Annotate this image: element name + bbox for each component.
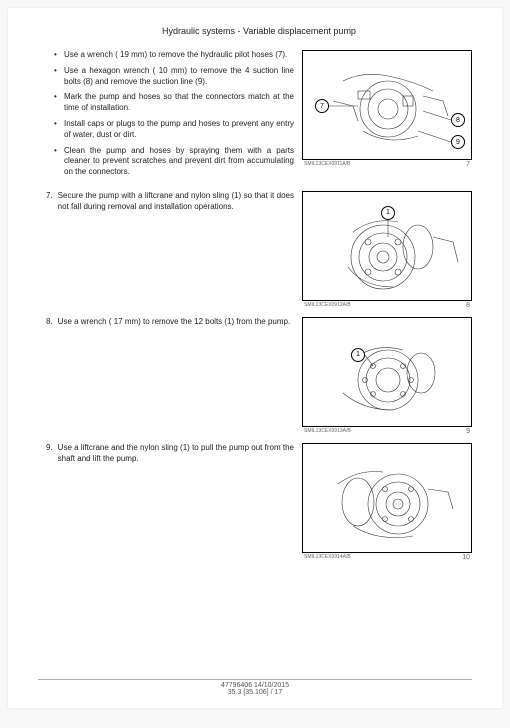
figure-7: 7 8 9	[302, 50, 472, 160]
callout-1: 1	[351, 348, 365, 362]
bullet-list: Use a wrench ( 19 mm) to remove the hydr…	[46, 50, 294, 178]
bullet-item: Install caps or plugs to the pump and ho…	[54, 119, 294, 141]
figure-id: SMIL13CEX0911A/B	[304, 161, 350, 168]
page-header: Hydraulic systems - Variable displacemen…	[46, 26, 472, 36]
figure-id: SMIL13CEX0914A/B	[304, 554, 351, 561]
callout-8: 8	[451, 113, 465, 127]
step-7: 7. Secure the pump with a liftcrane and …	[46, 191, 294, 213]
figure-10	[302, 443, 472, 553]
figure-8: 1	[302, 191, 472, 301]
bullet-item: Clean the pump and hoses by spraying the…	[54, 146, 294, 178]
bullet-item: Use a wrench ( 19 mm) to remove the hydr…	[54, 50, 294, 61]
bullet-item: Use a hexagon wrench ( 10 mm) to remove …	[54, 66, 294, 88]
bullet-item: Mark the pump and hoses so that the conn…	[54, 92, 294, 114]
figure-num: 7	[466, 161, 470, 168]
figure-num: 9	[466, 428, 470, 435]
figure-id: SMIL13CEX0913A/B	[304, 428, 351, 435]
callout-9: 9	[451, 135, 465, 149]
page-footer: 47796406 14/10/2015 35.3 [35.106] / 17	[8, 679, 502, 696]
step-8: 8. Use a wrench ( 17 mm) to remove the 1…	[46, 317, 294, 328]
step-9: 9. Use a liftcrane and the nylon sling (…	[46, 443, 294, 465]
figure-9: 1	[302, 317, 472, 427]
callout-1: 1	[381, 206, 395, 220]
callout-7: 7	[315, 99, 329, 113]
figure-num: 8	[466, 302, 470, 309]
figure-id: SMIL13CEX0912A/B	[304, 302, 351, 309]
figure-num: 10	[462, 554, 470, 561]
